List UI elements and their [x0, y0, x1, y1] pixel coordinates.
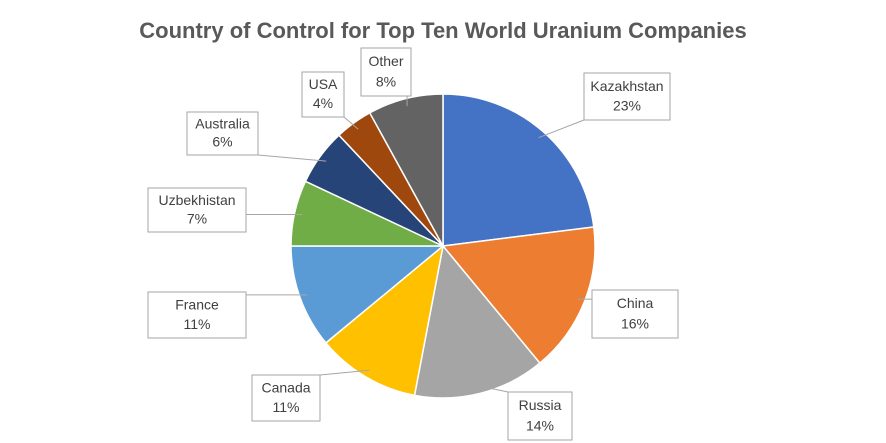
data-label-name: USA	[309, 76, 338, 92]
leader-line	[478, 385, 509, 393]
data-label-name: Uzbekhistan	[158, 192, 235, 208]
label-box	[147, 291, 247, 339]
label-box	[301, 71, 345, 118]
data-label-value: 16%	[621, 315, 649, 331]
data-label-value: 11%	[273, 399, 300, 415]
data-label-name: Australia	[195, 116, 250, 132]
label-box	[591, 289, 679, 339]
data-label-name: Kazakhstan	[590, 78, 663, 94]
pie-slice	[441, 226, 596, 365]
pie-slice	[324, 244, 445, 397]
data-label-value: 7%	[187, 210, 207, 226]
data-label-value: 11%	[184, 316, 211, 332]
data-label-name: China	[617, 295, 654, 311]
chart-title: Country of Control for Top Ten World Ura…	[139, 18, 746, 43]
label-box	[186, 111, 259, 156]
data-label-value: 6%	[212, 134, 232, 150]
pie-slice	[442, 93, 595, 247]
data-label-value: 4%	[313, 95, 333, 111]
leader-line	[538, 119, 585, 139]
leader-line	[257, 154, 327, 162]
label-box	[583, 72, 671, 121]
pie-slice	[413, 244, 541, 399]
label-box	[507, 391, 573, 441]
data-label-value: 23%	[613, 98, 641, 114]
label-box	[360, 47, 412, 97]
leader-line	[343, 116, 359, 130]
pie-slice	[290, 245, 446, 344]
data-label-value: 14%	[526, 417, 554, 433]
data-label-name: Other	[368, 53, 403, 69]
data-label-name: France	[175, 297, 219, 313]
leader-line	[319, 369, 370, 376]
pie-slice	[368, 93, 444, 247]
data-label-name: Canada	[261, 380, 310, 396]
label-box	[251, 374, 321, 422]
data-label-value: 8%	[376, 73, 396, 89]
label-box	[147, 187, 247, 233]
data-label-name: Russia	[519, 397, 562, 413]
